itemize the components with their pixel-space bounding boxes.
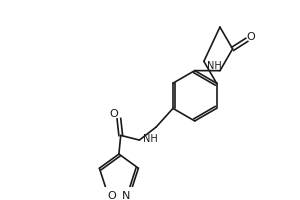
Text: NH: NH <box>207 61 222 71</box>
Text: O: O <box>107 191 116 200</box>
Text: NH: NH <box>143 134 158 144</box>
Text: N: N <box>122 191 130 200</box>
Text: O: O <box>109 109 118 119</box>
Text: O: O <box>246 32 255 42</box>
